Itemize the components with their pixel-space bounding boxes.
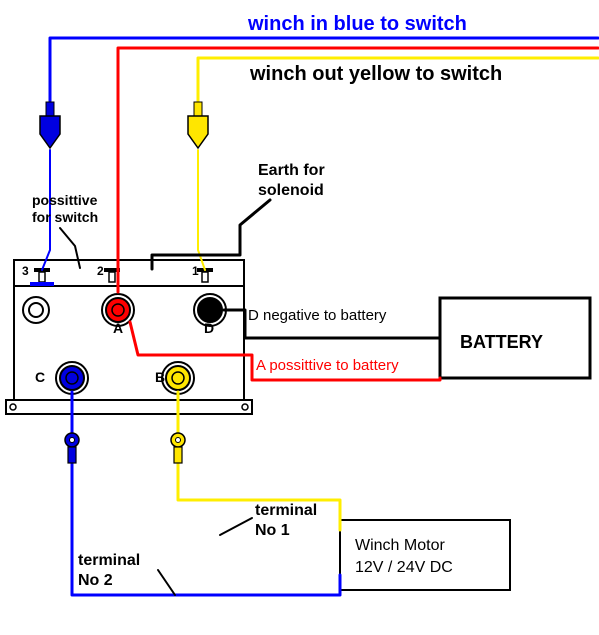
label-A: A [113,320,123,336]
connector-yellow-barrel [194,102,202,116]
label-term2b: No 2 [78,572,113,589]
label-pos_switch2: for switch [32,209,98,225]
lug-c-crimp [68,447,76,463]
lug-c-hole [70,438,75,443]
terminal-b-stud [172,372,184,384]
label-pos_switch1: possittive [32,192,98,208]
label-C: C [35,369,45,385]
side-bolt-hex [29,303,43,317]
label-D: D [204,320,214,336]
terminal-c-stud [66,372,78,384]
lug-b-crimp [174,447,182,463]
label-term1a: terminal [255,502,317,519]
label-n3: 3 [22,264,29,278]
label-n1: 1 [192,264,199,278]
screw-post-t2 [109,272,115,282]
label-title_in: winch in blue to switch [247,13,467,35]
label-motor2: 12V / 24V DC [355,559,453,576]
lug-b-hole [176,438,181,443]
label-term1b: No 1 [255,522,290,539]
terminal-d-stud [204,304,216,316]
connector-blue-barrel [46,102,54,116]
label-n2: 2 [97,264,104,278]
label-a_pos: A possittive to battery [256,357,399,374]
t3-blue-bar [30,282,54,286]
label-earth1: Earth for [258,162,325,179]
label-d_neg: D negative to battery [248,307,387,324]
motor-box [340,520,510,590]
label-battery: BATTERY [460,332,543,352]
terminal-a-stud [112,304,124,316]
screw-post-t1 [202,272,208,282]
label-term2a: terminal [78,552,140,569]
label-B: B [155,369,165,385]
solenoid-base [6,400,252,414]
label-earth2: solenoid [258,182,324,199]
screw-post-t3 [39,272,45,282]
label-title_out: winch out yellow to switch [249,63,502,85]
label-motor1: Winch Motor [355,537,445,554]
